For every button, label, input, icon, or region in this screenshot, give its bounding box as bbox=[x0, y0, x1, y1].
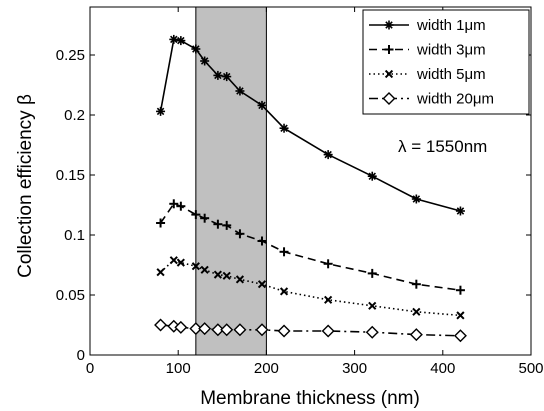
data-point-asterisk bbox=[279, 123, 289, 133]
data-point-diamond bbox=[255, 323, 269, 337]
data-point-asterisk bbox=[169, 34, 179, 44]
data-point-plus bbox=[176, 201, 186, 211]
data-point-asterisk bbox=[323, 150, 333, 160]
data-point-diamond bbox=[453, 329, 467, 343]
data-point-asterisk bbox=[384, 20, 394, 30]
y-tick-label: 0.1 bbox=[64, 227, 85, 244]
data-point-x bbox=[384, 69, 394, 79]
data-point-x bbox=[222, 271, 231, 280]
data-point-plus bbox=[455, 285, 465, 295]
data-point-plus bbox=[367, 268, 377, 278]
data-point-x bbox=[279, 287, 289, 296]
data-point-plus bbox=[279, 247, 289, 257]
data-point-x bbox=[257, 280, 267, 289]
data-point-x bbox=[324, 295, 333, 304]
x-tick-label: 200 bbox=[254, 360, 279, 377]
data-point-plus bbox=[222, 220, 232, 230]
series-2 bbox=[156, 199, 465, 295]
data-point-diamond bbox=[189, 322, 203, 336]
x-tick-label: 0 bbox=[86, 360, 94, 377]
data-point-diamond bbox=[382, 92, 396, 105]
data-point-x bbox=[176, 258, 185, 267]
data-point-diamond bbox=[211, 323, 225, 337]
series-4 bbox=[154, 318, 467, 343]
data-point-diamond bbox=[198, 322, 212, 336]
data-point-x bbox=[200, 265, 209, 274]
y-tick-label: 0.25 bbox=[56, 47, 85, 64]
legend-label: width 20μm bbox=[416, 91, 494, 108]
data-point-diamond bbox=[277, 324, 291, 338]
data-point-x bbox=[156, 268, 165, 277]
data-point-plus bbox=[323, 259, 333, 269]
data-point-plus bbox=[156, 218, 166, 228]
data-point-plus bbox=[235, 229, 245, 239]
data-point-asterisk bbox=[213, 70, 223, 80]
data-point-asterisk bbox=[411, 194, 421, 204]
data-point-x bbox=[368, 301, 377, 310]
data-point-plus bbox=[191, 210, 201, 220]
plot-frame bbox=[89, 6, 532, 356]
data-point-diamond bbox=[154, 318, 168, 332]
x-tick-label: 500 bbox=[518, 360, 543, 377]
data-point-plus bbox=[200, 213, 210, 223]
y-tick-label: 0.15 bbox=[56, 167, 85, 184]
data-point-diamond bbox=[409, 328, 423, 342]
data-point-diamond bbox=[233, 323, 247, 337]
data-point-plus bbox=[213, 219, 223, 229]
axes-layer: 0 100 200 300 400 500 0 0.05 0.1 0.15 0.2 0.25 bbox=[56, 6, 544, 377]
data-point-diamond bbox=[365, 325, 379, 339]
legend-label: width 3μm bbox=[416, 42, 486, 59]
legend: width 1μm width 3μm width 5μm width 20μm bbox=[362, 9, 530, 115]
data-point-asterisk bbox=[191, 44, 201, 54]
data-point-plus bbox=[257, 236, 267, 246]
data-point-asterisk bbox=[367, 171, 377, 181]
series-line bbox=[160, 259, 461, 317]
y-tick-label: 0.05 bbox=[56, 287, 85, 304]
data-point-x bbox=[191, 262, 200, 271]
data-point-asterisk bbox=[176, 36, 186, 46]
legend-label: width 1μm bbox=[416, 17, 486, 34]
data-point-x bbox=[213, 270, 222, 279]
y-tick-label: 0 bbox=[77, 347, 85, 364]
data-point-x bbox=[235, 275, 245, 284]
data-point-asterisk bbox=[200, 56, 210, 66]
data-point-diamond bbox=[174, 320, 188, 334]
data-point-x bbox=[169, 256, 178, 265]
x-axis-label: Membrane thickness (nm) bbox=[200, 388, 420, 409]
y-axis-label: Collection efficiency β bbox=[15, 94, 36, 278]
data-point-asterisk bbox=[222, 72, 232, 82]
legend-item: width 3μm bbox=[369, 42, 486, 59]
data-point-asterisk bbox=[156, 106, 166, 116]
series-line bbox=[159, 202, 461, 291]
x-tick-label: 100 bbox=[166, 360, 191, 377]
legend-item: width 1μm bbox=[369, 17, 486, 34]
series-1 bbox=[156, 34, 465, 216]
data-point-x bbox=[412, 307, 421, 316]
data-point-diamond bbox=[220, 323, 234, 337]
data-point-asterisk bbox=[455, 206, 465, 216]
legend-label: width 5μm bbox=[416, 66, 486, 83]
data-point-asterisk bbox=[257, 100, 267, 110]
series-layer bbox=[154, 34, 467, 343]
data-point-plus bbox=[169, 199, 179, 209]
data-point-asterisk bbox=[235, 86, 245, 96]
data-point-x bbox=[456, 311, 465, 320]
series-3 bbox=[156, 256, 465, 320]
legend-item: width 20μm bbox=[369, 91, 494, 108]
y-tick-label: 0.2 bbox=[64, 107, 85, 124]
data-point-plus bbox=[411, 279, 421, 289]
legend-item: width 5μm bbox=[369, 66, 486, 83]
x-tick-label: 400 bbox=[430, 360, 455, 377]
data-point-diamond bbox=[321, 324, 335, 338]
wavelength-annotation: λ = 1550nm bbox=[398, 137, 487, 156]
x-tick-label: 300 bbox=[342, 360, 367, 377]
data-point-plus bbox=[384, 45, 394, 54]
